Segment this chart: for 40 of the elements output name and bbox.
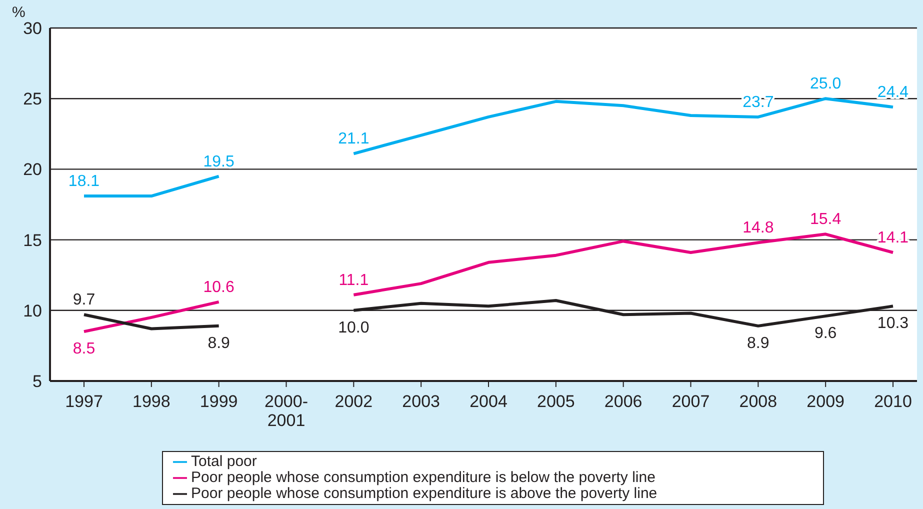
legend-label: Poor people whose consumption expenditure is above the poverty line (191, 485, 658, 502)
x-tick-label: 2002 (334, 392, 373, 411)
y-tick-label: 25 (23, 90, 42, 109)
x-tick-label: 2003 (402, 392, 440, 411)
data-label: 25.0 (810, 76, 842, 93)
data-label: 10.6 (203, 278, 235, 296)
x-tick-label: 2005 (537, 392, 575, 411)
data-label: 15.4 (810, 211, 842, 228)
data-label: 9.7 (72, 292, 96, 309)
data-label: 19.5 (203, 153, 235, 170)
x-tick-label: 2006 (604, 392, 642, 411)
data-label: 11.1 (338, 272, 369, 289)
data-label: 24.4 (877, 84, 909, 102)
x-tick-label: 1998 (132, 392, 170, 411)
x-tick-label: 2000- 2001 (264, 392, 308, 430)
x-tick-label: 1997 (65, 392, 103, 411)
data-label: 14.8 (742, 220, 774, 237)
x-tick-label: 2004 (470, 392, 508, 411)
y-axis-title: % (12, 4, 26, 21)
x-tick-label: 2007 (672, 392, 710, 411)
data-label: 10.3 (877, 315, 909, 332)
legend-label: Total poor (191, 453, 257, 470)
x-tick-label: 2008 (739, 392, 778, 411)
x-tick-label: 2010 (874, 392, 912, 411)
y-tick-label: 20 (23, 160, 42, 180)
data-label: 9.6 (814, 325, 837, 342)
y-tick-label: 10 (23, 301, 42, 320)
y-tick-label: 5 (32, 372, 42, 392)
data-label: 23.7 (742, 94, 774, 111)
data-label: 21.1 (338, 130, 370, 148)
y-tick-label: 15 (23, 230, 42, 250)
data-label: 18.1 (68, 173, 100, 190)
data-label: 8.9 (208, 334, 230, 352)
data-label: 8.9 (747, 334, 770, 352)
data-label: 8.5 (72, 340, 96, 358)
data-label: 10.0 (338, 319, 370, 336)
x-tick-label: 1999 (200, 392, 238, 411)
y-tick-label: 30 (23, 19, 42, 38)
legend-label: Poor people whose consumption expenditure is below the poverty line (191, 469, 656, 486)
x-tick-label: 2009 (806, 392, 844, 411)
